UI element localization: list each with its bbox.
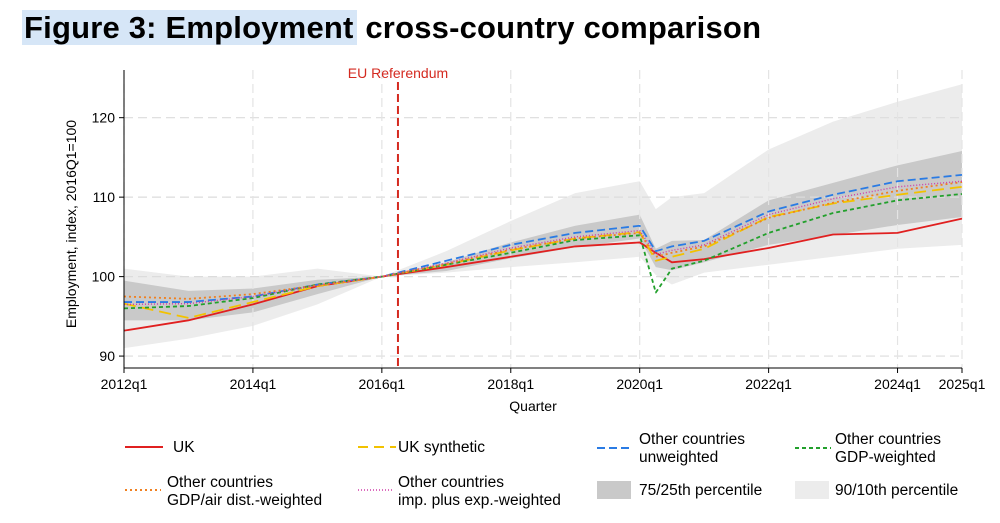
legend-uk: UK <box>125 437 325 459</box>
y-tick-label-100: 100 <box>92 269 116 285</box>
title-rest: cross-country comparison <box>356 10 762 45</box>
legend-swatch-p9010 <box>795 481 829 499</box>
legend-label-gdp-2: GDP-weighted <box>835 449 936 466</box>
legend-label-unweighted-2: unweighted <box>639 449 719 466</box>
band-75-25th-percentile <box>124 151 962 321</box>
legend-label-gdp-1: Other countries <box>835 431 941 448</box>
y-tick-label-110: 110 <box>93 189 116 205</box>
legend-label-p7525: 75/25th percentile <box>639 482 763 499</box>
legend-label-uk-synthetic: UK synthetic <box>398 439 486 456</box>
y-tick-label-120: 120 <box>92 110 116 126</box>
series-line-uk <box>123 217 963 332</box>
legend-swatch-p7525 <box>597 481 631 499</box>
legend-label-uk: UK <box>173 439 195 456</box>
legend-label-unweighted-1: Other countries <box>639 431 745 448</box>
series-line-other-countries-imp-plus-exp-weighted <box>123 180 963 306</box>
x-tick-label-2012q1: 2012q1 <box>101 376 148 392</box>
x-tick-label-2022q1: 2022q1 <box>745 376 792 392</box>
series-line-uk-synthetic <box>123 185 963 319</box>
x-tick-label-2025q1: 2025q1 <box>939 376 986 392</box>
legend-gdp-weighted: Other countries GDP-weighted <box>795 430 990 470</box>
x-tick-label-2016q1: 2016q1 <box>358 376 405 392</box>
legend-label-gdpair-1: Other countries <box>167 474 273 491</box>
legend-gdp-air: Other countries GDP/air dist.-weighted <box>125 473 355 513</box>
x-tick-label-2024q1: 2024q1 <box>874 376 921 392</box>
legend-label-gdpair-2: GDP/air dist.-weighted <box>167 492 323 509</box>
legend-unweighted: Other countries unweighted <box>597 430 787 470</box>
y-axis-title: Employment, index, 2016Q1=100 <box>63 120 79 328</box>
legend-label-p9010: 90/10th percentile <box>835 482 959 499</box>
legend-label-impexp-1: Other countries <box>398 474 504 491</box>
legend-imp-exp: Other countries imp. plus exp.-weighted <box>358 473 598 513</box>
series-line-other-countries-gdp-weighted <box>123 193 963 310</box>
legend-label-impexp-2: imp. plus exp.-weighted <box>398 492 561 509</box>
x-axis-title: Quarter <box>509 398 557 414</box>
employment-chart: EU Referendum 90 100 110 120 2012q1 2014q1 2016… <box>63 65 986 414</box>
legend-p7525: 75/25th percentile <box>597 480 787 502</box>
y-tick-label-90: 90 <box>99 348 115 364</box>
legend-p9010: 90/10th percentile <box>795 480 990 502</box>
series-line-other-countries-gdp-air-dist-weighted <box>123 181 963 300</box>
legend-uk-synthetic: UK synthetic <box>358 437 558 459</box>
x-tick-label-2014q1: 2014q1 <box>230 376 277 392</box>
x-tick-label-2018q1: 2018q1 <box>487 376 534 392</box>
figure-title: Figure 3: Employment cross-country compa… <box>22 10 761 46</box>
referendum-label: EU Referendum <box>348 65 448 81</box>
title-highlight: Figure 3: Employment <box>22 10 357 45</box>
x-tick-label-2020q1: 2020q1 <box>616 376 663 392</box>
